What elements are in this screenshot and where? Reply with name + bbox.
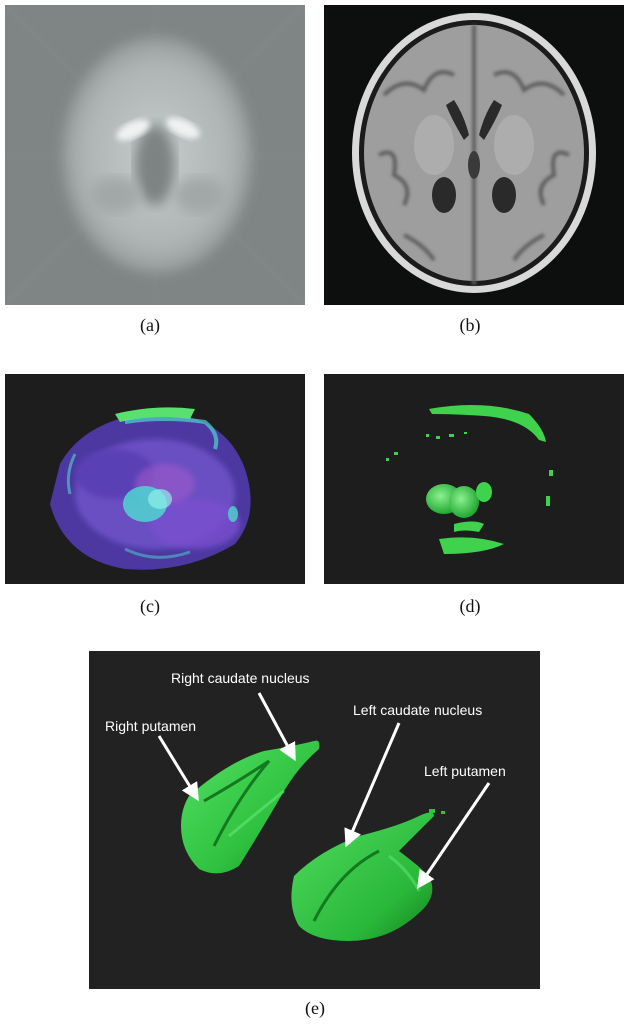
panel-d-caption: (d) [459,596,481,616]
panel-c-image [5,374,305,584]
panel-d-image [324,374,624,584]
panel-a-caption: (a) [140,315,160,335]
label-right-putamen: Right putamen [105,718,196,734]
panel-b-caption: (b) [459,315,481,335]
panel-c-caption: (c) [140,596,160,616]
panel-e-caption: (e) [305,998,325,1018]
panel-e-image: Right caudate nucleus Right putamen Left… [89,651,540,989]
label-left-caudate-nucleus: Left caudate nucleus [353,702,482,718]
panel-b-image [324,5,624,305]
label-left-putamen: Left putamen [424,763,506,779]
panel-a-image [5,5,305,305]
label-right-caudate-nucleus: Right caudate nucleus [171,670,310,686]
